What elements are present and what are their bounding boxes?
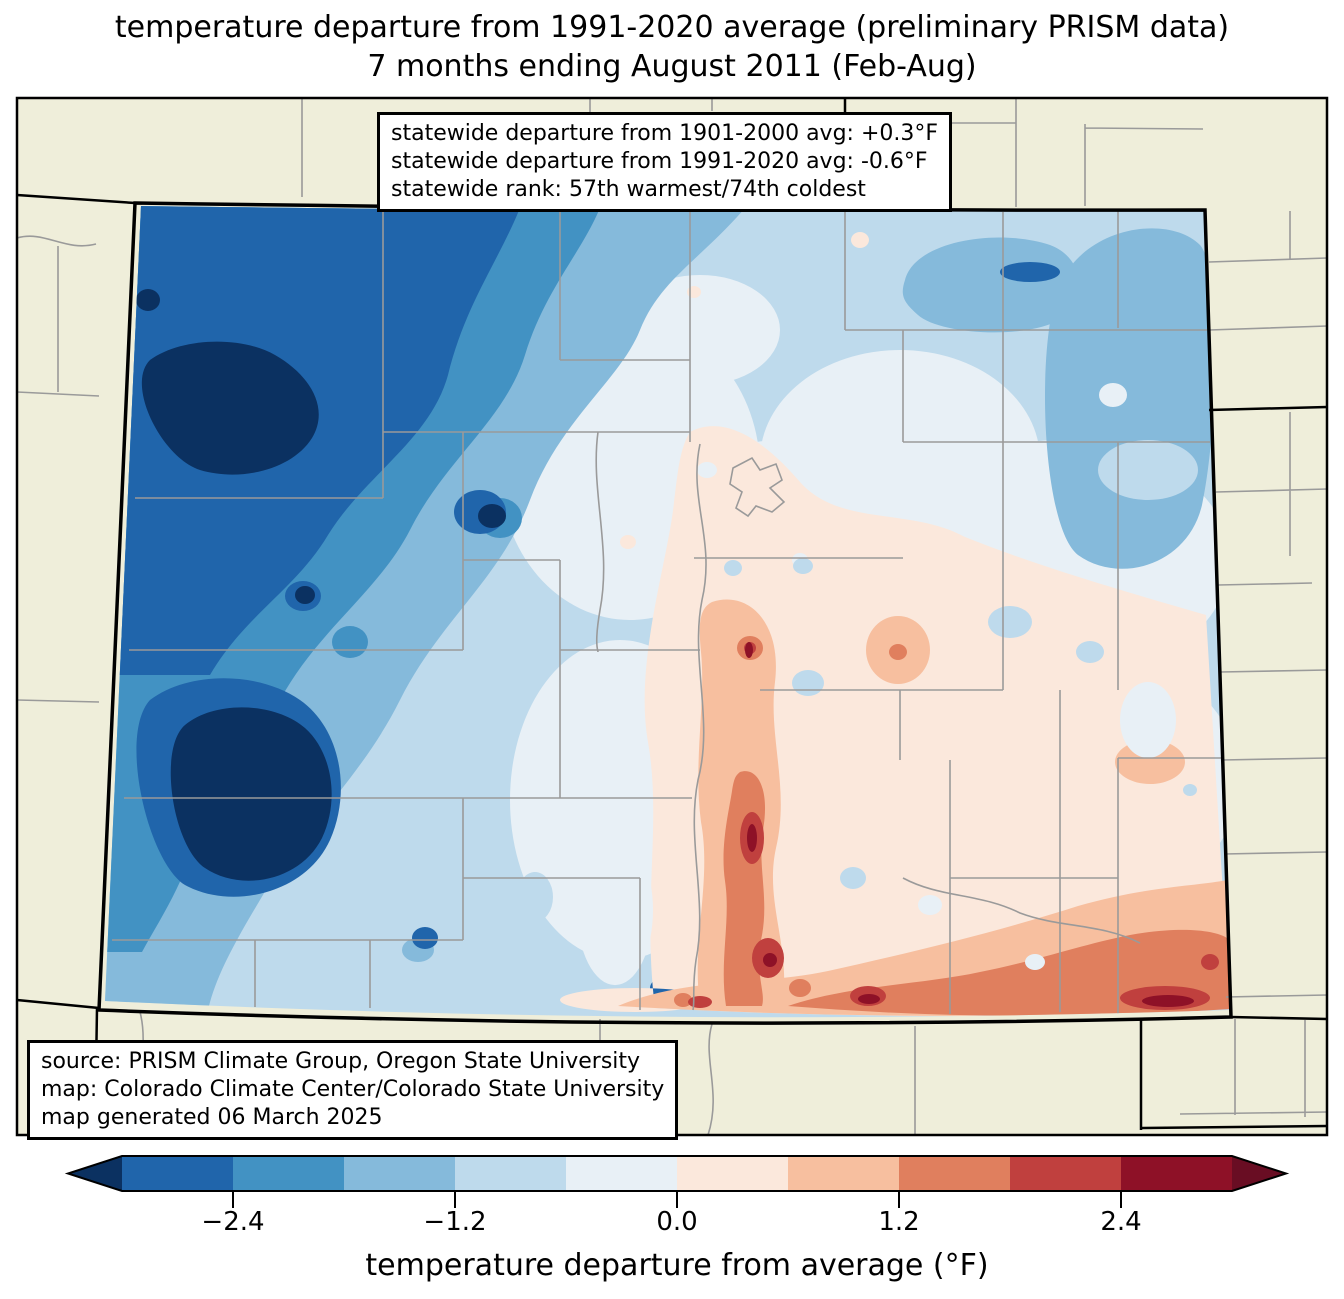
county-boundaries [112, 206, 1230, 1014]
contour-layer-navy [136, 289, 506, 881]
colorbar-segment [899, 1156, 1010, 1191]
colorbar-segment [1121, 1156, 1232, 1191]
source-credits-box: source: PRISM Climate Group, Oregon Stat… [27, 1040, 679, 1140]
source-line: source: PRISM Climate Group, Oregon Stat… [41, 1049, 641, 1074]
colorbar-axis-label: temperature departure from average (°F) [365, 1248, 989, 1283]
colorbar-outline [64, 1155, 1290, 1192]
colorbar-segment [455, 1156, 566, 1191]
title-line-1: temperature departure from 1991-2020 ave… [114, 10, 1230, 45]
colorbar-segment [788, 1156, 899, 1191]
colorbar-segment [1010, 1156, 1121, 1191]
colorbar-under-arrow [68, 1156, 122, 1191]
stats-line-1901-2000: statewide departure from 1901-2000 avg: … [391, 121, 939, 146]
figure-title: temperature departure from 1991-2020 ave… [0, 8, 1344, 86]
contour-layer-r4 [618, 599, 1230, 1016]
colorbar-tick-label: 2.4 [1100, 1207, 1142, 1237]
generated-date-line: map generated 06 March 2025 [41, 1105, 383, 1130]
colorbar-tick-label: −1.2 [423, 1207, 487, 1237]
colorbar-tick-label: 1.2 [878, 1207, 920, 1237]
colorbar-segment [344, 1156, 455, 1191]
colorbar-segment [677, 1156, 788, 1191]
colorbar-tick-label: −2.4 [201, 1207, 265, 1237]
contour-layers [105, 206, 1230, 1018]
stats-line-1991-2020: statewide departure from 1991-2020 avg: … [391, 149, 928, 174]
title-line-2: 7 months ending August 2011 (Feb-Aug) [367, 49, 977, 84]
statewide-stats-box: statewide departure from 1901-2000 avg: … [377, 112, 953, 212]
contour-dots-b5 [576, 383, 1176, 986]
colorbar-tick-label: 0.0 [656, 1207, 698, 1237]
colorbar-over-arrow [1232, 1156, 1286, 1191]
contour-dots-b4 [517, 440, 1198, 922]
colorbar-segment [566, 1156, 677, 1191]
colorbar-ticks [232, 1191, 1122, 1208]
map-credit-line: map: Colorado Climate Center/Colorado St… [41, 1077, 665, 1102]
colorbar [64, 1155, 1290, 1208]
colorbar-segment [233, 1156, 344, 1191]
colorbar-segment [122, 1156, 233, 1191]
stats-line-rank: statewide rank: 57th warmest/74th coldes… [391, 177, 866, 202]
contour-layer-r3 [674, 636, 1230, 1016]
